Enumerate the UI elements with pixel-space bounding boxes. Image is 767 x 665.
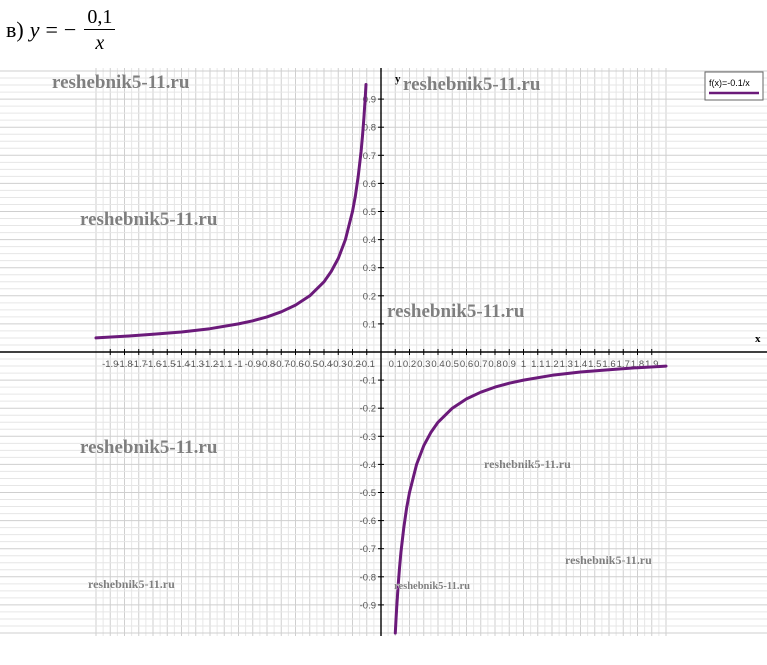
watermark: reshebnik5-11.ru <box>484 457 571 471</box>
x-axis-name: x <box>755 333 761 345</box>
coordinate-axes <box>0 68 767 636</box>
watermark: reshebnik5-11.ru <box>80 209 218 230</box>
x-tick-label: -1 <box>234 359 242 370</box>
fraction: 0,1 x <box>84 7 116 54</box>
curve-group <box>94 83 668 635</box>
x-tick-label: 1.3 <box>560 359 573 370</box>
x-tick-label: 1.9 <box>645 359 658 370</box>
y-tick-label: -0.1 <box>360 376 376 387</box>
problem-label: в) <box>6 17 24 42</box>
x-tick-label: -1.4 <box>173 359 189 370</box>
legend-label: f(x)=-0.1/x <box>709 78 750 88</box>
y-tick-label: -0.3 <box>360 432 376 443</box>
watermark: reshebnik5-11.ru <box>565 553 652 567</box>
x-tick-label: -0.5 <box>302 359 318 370</box>
y-tick-label: -0.9 <box>360 600 376 611</box>
y-tick-label: 0.4 <box>363 235 376 246</box>
y-tick-label: 0.2 <box>363 291 376 302</box>
watermark: reshebnik5-11.ru <box>88 577 175 591</box>
y-tick-label: -0.2 <box>360 404 376 415</box>
watermark: reshebnik5-11.ru <box>80 437 218 458</box>
x-tick-label: -1.8 <box>116 359 132 370</box>
watermark: reshebnik5-11.ru <box>403 74 541 95</box>
y-tick-label: 0.7 <box>363 151 376 162</box>
y-tick-label: -0.4 <box>360 460 376 471</box>
x-tick-label: 1.5 <box>588 359 601 370</box>
x-tick-label: -0.9 <box>245 359 261 370</box>
x-tick-label: 0.1 <box>389 359 402 370</box>
x-tick-label: 1.1 <box>531 359 544 370</box>
x-tick-label: -0.7 <box>273 359 289 370</box>
x-tick-label: 1.2 <box>545 359 558 370</box>
x-tick-label: -1.9 <box>102 359 118 370</box>
x-tick-label: -1.7 <box>131 359 147 370</box>
watermark: reshebnik5-11.ru <box>387 301 525 322</box>
x-tick-label: -0.8 <box>259 359 275 370</box>
x-tick-label: 1.6 <box>602 359 615 370</box>
x-tick-label: -0.6 <box>287 359 303 370</box>
watermark: reshebnik5-11.ru <box>394 581 470 592</box>
x-tick-label: 0.8 <box>488 359 501 370</box>
x-tick-label: -1.3 <box>188 359 204 370</box>
problem-statement: в) y = − 0,1 x <box>6 0 116 60</box>
y-tick-label: 0.9 <box>363 95 376 106</box>
x-tick-label: 0.5 <box>446 359 459 370</box>
function-lhs: y <box>29 17 40 42</box>
y-tick-label: 0.8 <box>363 123 376 134</box>
watermark: reshebnik5-11.ru <box>52 72 190 93</box>
y-tick-label: -0.5 <box>360 488 376 499</box>
x-tick-label: 1.7 <box>617 359 630 370</box>
y-axis-name: y <box>395 73 401 85</box>
x-tick-label: 0.9 <box>503 359 516 370</box>
y-tick-label: 0.5 <box>363 207 376 218</box>
x-tick-label: 0.7 <box>474 359 487 370</box>
x-tick-label: 1 <box>521 359 526 370</box>
y-tick-label: 0.6 <box>363 179 376 190</box>
legend: f(x)=-0.1/x <box>704 71 764 101</box>
equals-sign: = <box>45 17 58 42</box>
y-tick-label: 0.1 <box>363 319 376 330</box>
fraction-numerator: 0,1 <box>84 7 116 30</box>
x-tick-label: 0.3 <box>417 359 430 370</box>
x-tick-label: 0.4 <box>431 359 444 370</box>
tick-labels: -1.9-1.8-1.7-1.6-1.5-1.4-1.3-1.2-1.1 -1 -0… <box>102 95 658 612</box>
x-tick-label: -0.2 <box>344 359 360 370</box>
y-tick-label: -0.7 <box>360 544 376 555</box>
fraction-denominator: x <box>95 32 105 54</box>
minus-sign: − <box>63 17 77 42</box>
x-tick-label: 1.8 <box>631 359 644 370</box>
curve-branch <box>94 83 368 340</box>
x-tick-label: -0.1 <box>359 359 375 370</box>
x-tick-label: -1.1 <box>216 359 232 370</box>
x-tick-label: -1.2 <box>202 359 218 370</box>
x-tick-label: -1.6 <box>145 359 161 370</box>
curve-branch <box>393 364 668 635</box>
x-tick-label: -1.5 <box>159 359 175 370</box>
x-tick-label: -0.3 <box>330 359 346 370</box>
y-tick-label: -0.6 <box>360 516 376 527</box>
x-tick-label: -0.4 <box>316 359 332 370</box>
x-tick-label: 1.4 <box>574 359 587 370</box>
x-tick-label: 0.6 <box>460 359 473 370</box>
y-tick-label: 0.3 <box>363 263 376 274</box>
y-tick-label: -0.8 <box>360 572 376 583</box>
x-tick-label: 0.2 <box>403 359 416 370</box>
